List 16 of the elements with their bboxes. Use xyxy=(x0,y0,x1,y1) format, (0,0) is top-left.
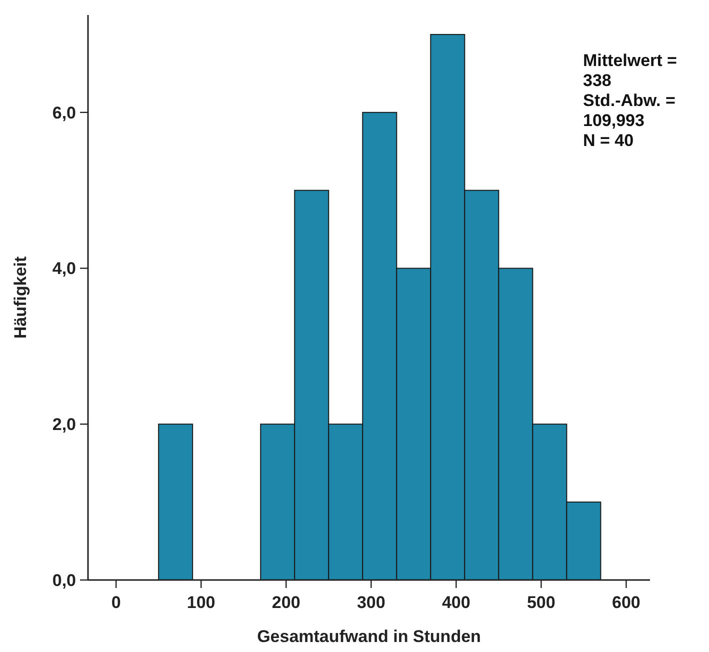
y-tick-label: 2,0 xyxy=(52,415,76,434)
y-axis-title: Häufigkeit xyxy=(11,256,30,339)
x-tick-label: 100 xyxy=(186,593,216,612)
x-tick-label: 300 xyxy=(356,593,386,612)
x-tick-label: 400 xyxy=(442,593,470,612)
annotation: Std.-Abw. = 109,993 xyxy=(583,91,676,130)
y-tick-label: 6,0 xyxy=(52,103,76,122)
x-tick-label: 0 xyxy=(111,593,121,612)
x-axis-title: Gesamtaufwand in Stunden xyxy=(257,627,481,646)
annotation: N = 40 xyxy=(583,131,634,150)
y-tick-label: 0,0 xyxy=(52,570,76,590)
annotation: Mittelwert = 338 xyxy=(583,51,678,90)
x-tick-label: 500 xyxy=(526,593,556,612)
y-tick-label: 4,0 xyxy=(52,259,76,278)
x-tick-label: 200 xyxy=(272,593,300,612)
x-tick-label: 600 xyxy=(612,593,640,612)
